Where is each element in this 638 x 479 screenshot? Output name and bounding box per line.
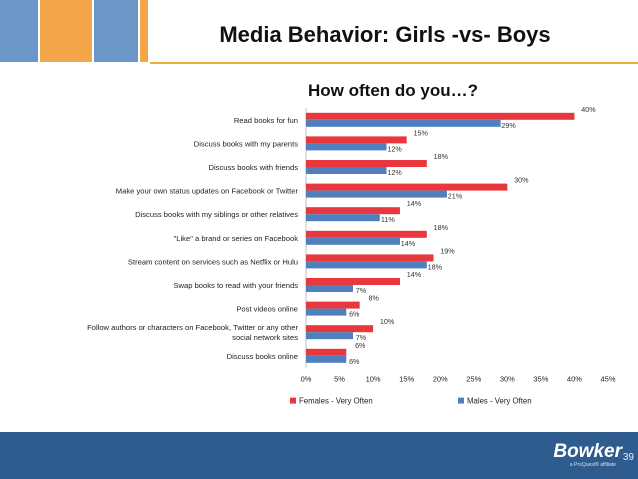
title-divider <box>150 62 638 64</box>
data-label: 7% <box>356 286 367 295</box>
x-tick-label: 35% <box>533 375 548 384</box>
x-tick-label: 45% <box>600 375 615 384</box>
data-label: 14% <box>407 270 422 279</box>
category-label-line: Discuss books with my siblings or other … <box>135 210 298 219</box>
male-bar <box>306 167 387 174</box>
male-bar <box>306 119 501 127</box>
category-label: Discuss books online <box>227 352 298 361</box>
chart-title: How often do you…? <box>308 81 478 100</box>
category-label: Swap books to read with your friends <box>173 281 298 290</box>
x-tick-label: 15% <box>399 375 414 384</box>
male-bar <box>306 237 400 245</box>
slide-title: Media Behavior: Girls -vs- Boys <box>219 22 551 47</box>
header-square-1 <box>0 0 38 62</box>
category-label: Read books for fun <box>234 116 298 125</box>
female-bar <box>306 348 347 356</box>
data-label: 19% <box>440 246 455 255</box>
category-label-line: Read books for fun <box>234 116 298 125</box>
x-tick-label: 40% <box>567 375 582 384</box>
male-bar <box>306 190 447 198</box>
legend-label: Males - Very Often <box>467 397 532 406</box>
x-tick-label: 0% <box>301 375 312 384</box>
category-label-line: Discuss books online <box>227 352 298 361</box>
x-tick-label: 25% <box>466 375 481 384</box>
female-bar <box>306 230 427 238</box>
data-label: 18% <box>434 152 449 161</box>
category-label-line: Follow authors or characters on Facebook… <box>87 323 298 332</box>
category-label-line: social network sites <box>232 333 298 342</box>
male-bar <box>306 308 347 316</box>
category-label-line: Make your own status updates on Facebook… <box>116 187 299 196</box>
male-bar <box>306 261 427 269</box>
category-label-line: Stream content on services such as Netfl… <box>128 257 298 266</box>
category-label: Discuss books with my siblings or other … <box>135 210 298 219</box>
chart: Read books for fun 40% 29% Discuss books wi… <box>87 105 616 406</box>
female-bar <box>306 207 400 215</box>
logo-subtext: a ProQuest® affiliate <box>569 462 616 468</box>
category-label-line: Discuss books with my parents <box>194 139 298 148</box>
data-label: 6% <box>349 357 360 366</box>
header-square-2 <box>40 0 92 62</box>
bowker-logo: Bowker <box>553 441 622 462</box>
data-label: 14% <box>407 199 422 208</box>
data-label: 12% <box>387 144 402 153</box>
data-label: 11% <box>381 215 395 224</box>
female-bar <box>306 112 575 120</box>
data-label: 14% <box>401 239 416 248</box>
category-label-line: Post videos online <box>236 305 298 314</box>
legend-label: Females - Very Often <box>299 397 373 406</box>
category-label-line: Discuss books with friends <box>209 163 299 172</box>
data-label: 7% <box>356 333 367 342</box>
category-label: Discuss books with my parents <box>194 139 298 148</box>
data-label: 29% <box>501 121 516 130</box>
female-bar <box>306 183 508 191</box>
category-label: "Like" a brand or series on Facebook <box>174 234 299 243</box>
male-bar <box>306 355 347 363</box>
data-label: 8% <box>368 294 379 303</box>
category-label-line: Swap books to read with your friends <box>173 281 298 290</box>
legend-swatch-females <box>290 397 296 404</box>
header-square-4 <box>140 0 148 62</box>
female-bar <box>306 254 434 262</box>
female-bar <box>306 301 360 309</box>
footer-bar <box>0 432 638 479</box>
data-label: 40% <box>581 105 596 114</box>
data-label: 18% <box>434 223 449 232</box>
female-bar <box>306 325 374 333</box>
data-label: 30% <box>514 176 529 185</box>
header-square-3 <box>94 0 138 62</box>
male-bar <box>306 332 353 340</box>
data-label: 10% <box>380 317 395 326</box>
x-tick-label: 20% <box>433 375 448 384</box>
female-bar <box>306 160 427 167</box>
data-label: 6% <box>355 341 366 350</box>
x-tick-label: 30% <box>500 375 515 384</box>
data-label: 12% <box>387 168 402 177</box>
data-label: 15% <box>413 128 428 137</box>
data-label: 6% <box>349 310 360 319</box>
category-label: Make your own status updates on Facebook… <box>116 187 299 196</box>
male-bar <box>306 143 387 151</box>
data-label: 18% <box>428 262 443 271</box>
male-bar <box>306 285 353 292</box>
category-label: Discuss books with friends <box>209 163 299 172</box>
category-label: Follow authors or characters on Facebook… <box>87 323 298 342</box>
female-bar <box>306 278 400 285</box>
x-tick-label: 10% <box>366 375 381 384</box>
data-label: 21% <box>448 192 463 201</box>
category-label: Stream content on services such as Netfl… <box>128 257 298 266</box>
male-bar <box>306 214 380 222</box>
legend-swatch-males <box>458 397 464 404</box>
category-label: Post videos online <box>236 305 298 314</box>
category-label-line: "Like" a brand or series on Facebook <box>174 234 299 243</box>
page-number: 39 <box>622 452 634 463</box>
female-bar <box>306 136 407 144</box>
x-tick-label: 5% <box>334 375 345 384</box>
